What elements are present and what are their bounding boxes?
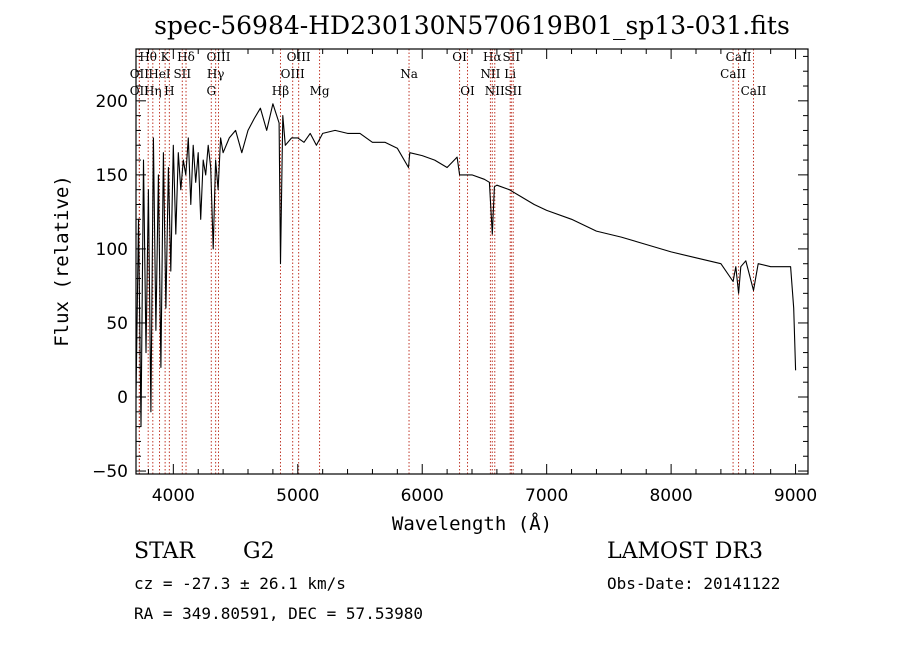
line-label-10: Hγ — [207, 67, 225, 81]
line-label-19: Hα — [483, 50, 502, 64]
line-label-21: NII — [485, 84, 505, 98]
line-label-9: OIII — [206, 50, 230, 64]
line-label-2: OII — [130, 84, 150, 98]
line-label-26: CaII — [720, 67, 746, 81]
x-tick-label-3: 7000 — [525, 486, 568, 506]
x-tick-label-5: 9000 — [774, 486, 817, 506]
plot-frame — [135, 48, 809, 475]
object-subclass: G2 — [243, 539, 275, 564]
y-tick-label-5: 200 — [96, 92, 128, 112]
line-label-14: OIII — [287, 50, 311, 64]
spectrum-series — [135, 103, 797, 428]
y-axis-label: Flux (relative) — [51, 175, 73, 347]
line-label-20: NII — [480, 67, 500, 81]
survey-name: LAMOST DR3 — [607, 539, 763, 564]
line-label-7: Hδ — [177, 50, 195, 64]
line-label-24: SII — [504, 84, 522, 98]
line-label-16: Na — [400, 67, 418, 81]
line-label-23: Li — [504, 67, 516, 81]
x-tick-label-1: 5000 — [276, 486, 319, 506]
x-tick-label-0: 4000 — [152, 486, 195, 506]
spectrum-line — [135, 103, 797, 428]
redshift-velocity: cz = -27.3 ± 26.1 km/s — [134, 574, 346, 593]
line-label-25: CaII — [726, 50, 752, 64]
line-label-27: CaII — [741, 84, 767, 98]
y-tick-label-4: 150 — [96, 166, 128, 186]
line-label-12: Hβ — [272, 84, 289, 98]
y-tick-label-3: 100 — [96, 240, 128, 260]
y-tick-label-1: 0 — [117, 388, 128, 408]
x-tick-label-2: 6000 — [401, 486, 444, 506]
observation-date: Obs-Date: 20141122 — [607, 574, 781, 593]
line-label-17: OI — [452, 50, 467, 64]
plot-axes: 4000 5000 6000 7000 8000 9000 −50 0 50 100 150 200 — [92, 48, 817, 506]
line-label-15: Mg — [310, 84, 330, 98]
chart-title: spec-56984-HD230130N570619B01_sp13-031.f… — [154, 11, 790, 40]
line-label-8: SII — [173, 67, 191, 81]
line-label-4: K — [161, 50, 171, 64]
y-tick-label-0: −50 — [92, 462, 128, 482]
line-label-22: SII — [502, 50, 520, 64]
line-label-3: Hη — [144, 84, 162, 98]
line-label-11: G — [206, 84, 216, 98]
object-class: STAR — [134, 539, 195, 564]
x-axis-label: Wavelength (Å) — [392, 512, 552, 535]
line-label-6: H — [164, 84, 174, 98]
y-tick-label-2: 50 — [106, 314, 128, 334]
line-label-5: HeI — [148, 67, 171, 81]
x-tick-label-4: 8000 — [649, 486, 692, 506]
line-label-13: OIII — [281, 67, 305, 81]
line-label-18: OI — [460, 84, 475, 98]
coordinates: RA = 349.80591, DEC = 57.53980 — [134, 604, 423, 623]
